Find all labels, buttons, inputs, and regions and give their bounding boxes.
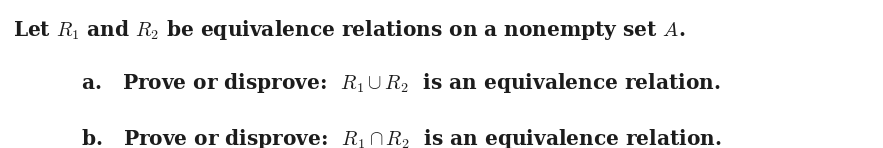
Text: Let $R_1$ and $R_2$ be equivalence relations on a nonempty set $A$.: Let $R_1$ and $R_2$ be equivalence relat… — [13, 18, 686, 42]
Text: a.   Prove or disprove:  $R_1 \cup R_2$  is an equivalence relation.: a. Prove or disprove: $R_1 \cup R_2$ is … — [81, 71, 721, 95]
Text: b.   Prove or disprove:  $R_1 \cap R_2$  is an equivalence relation.: b. Prove or disprove: $R_1 \cap R_2$ is … — [81, 127, 722, 148]
